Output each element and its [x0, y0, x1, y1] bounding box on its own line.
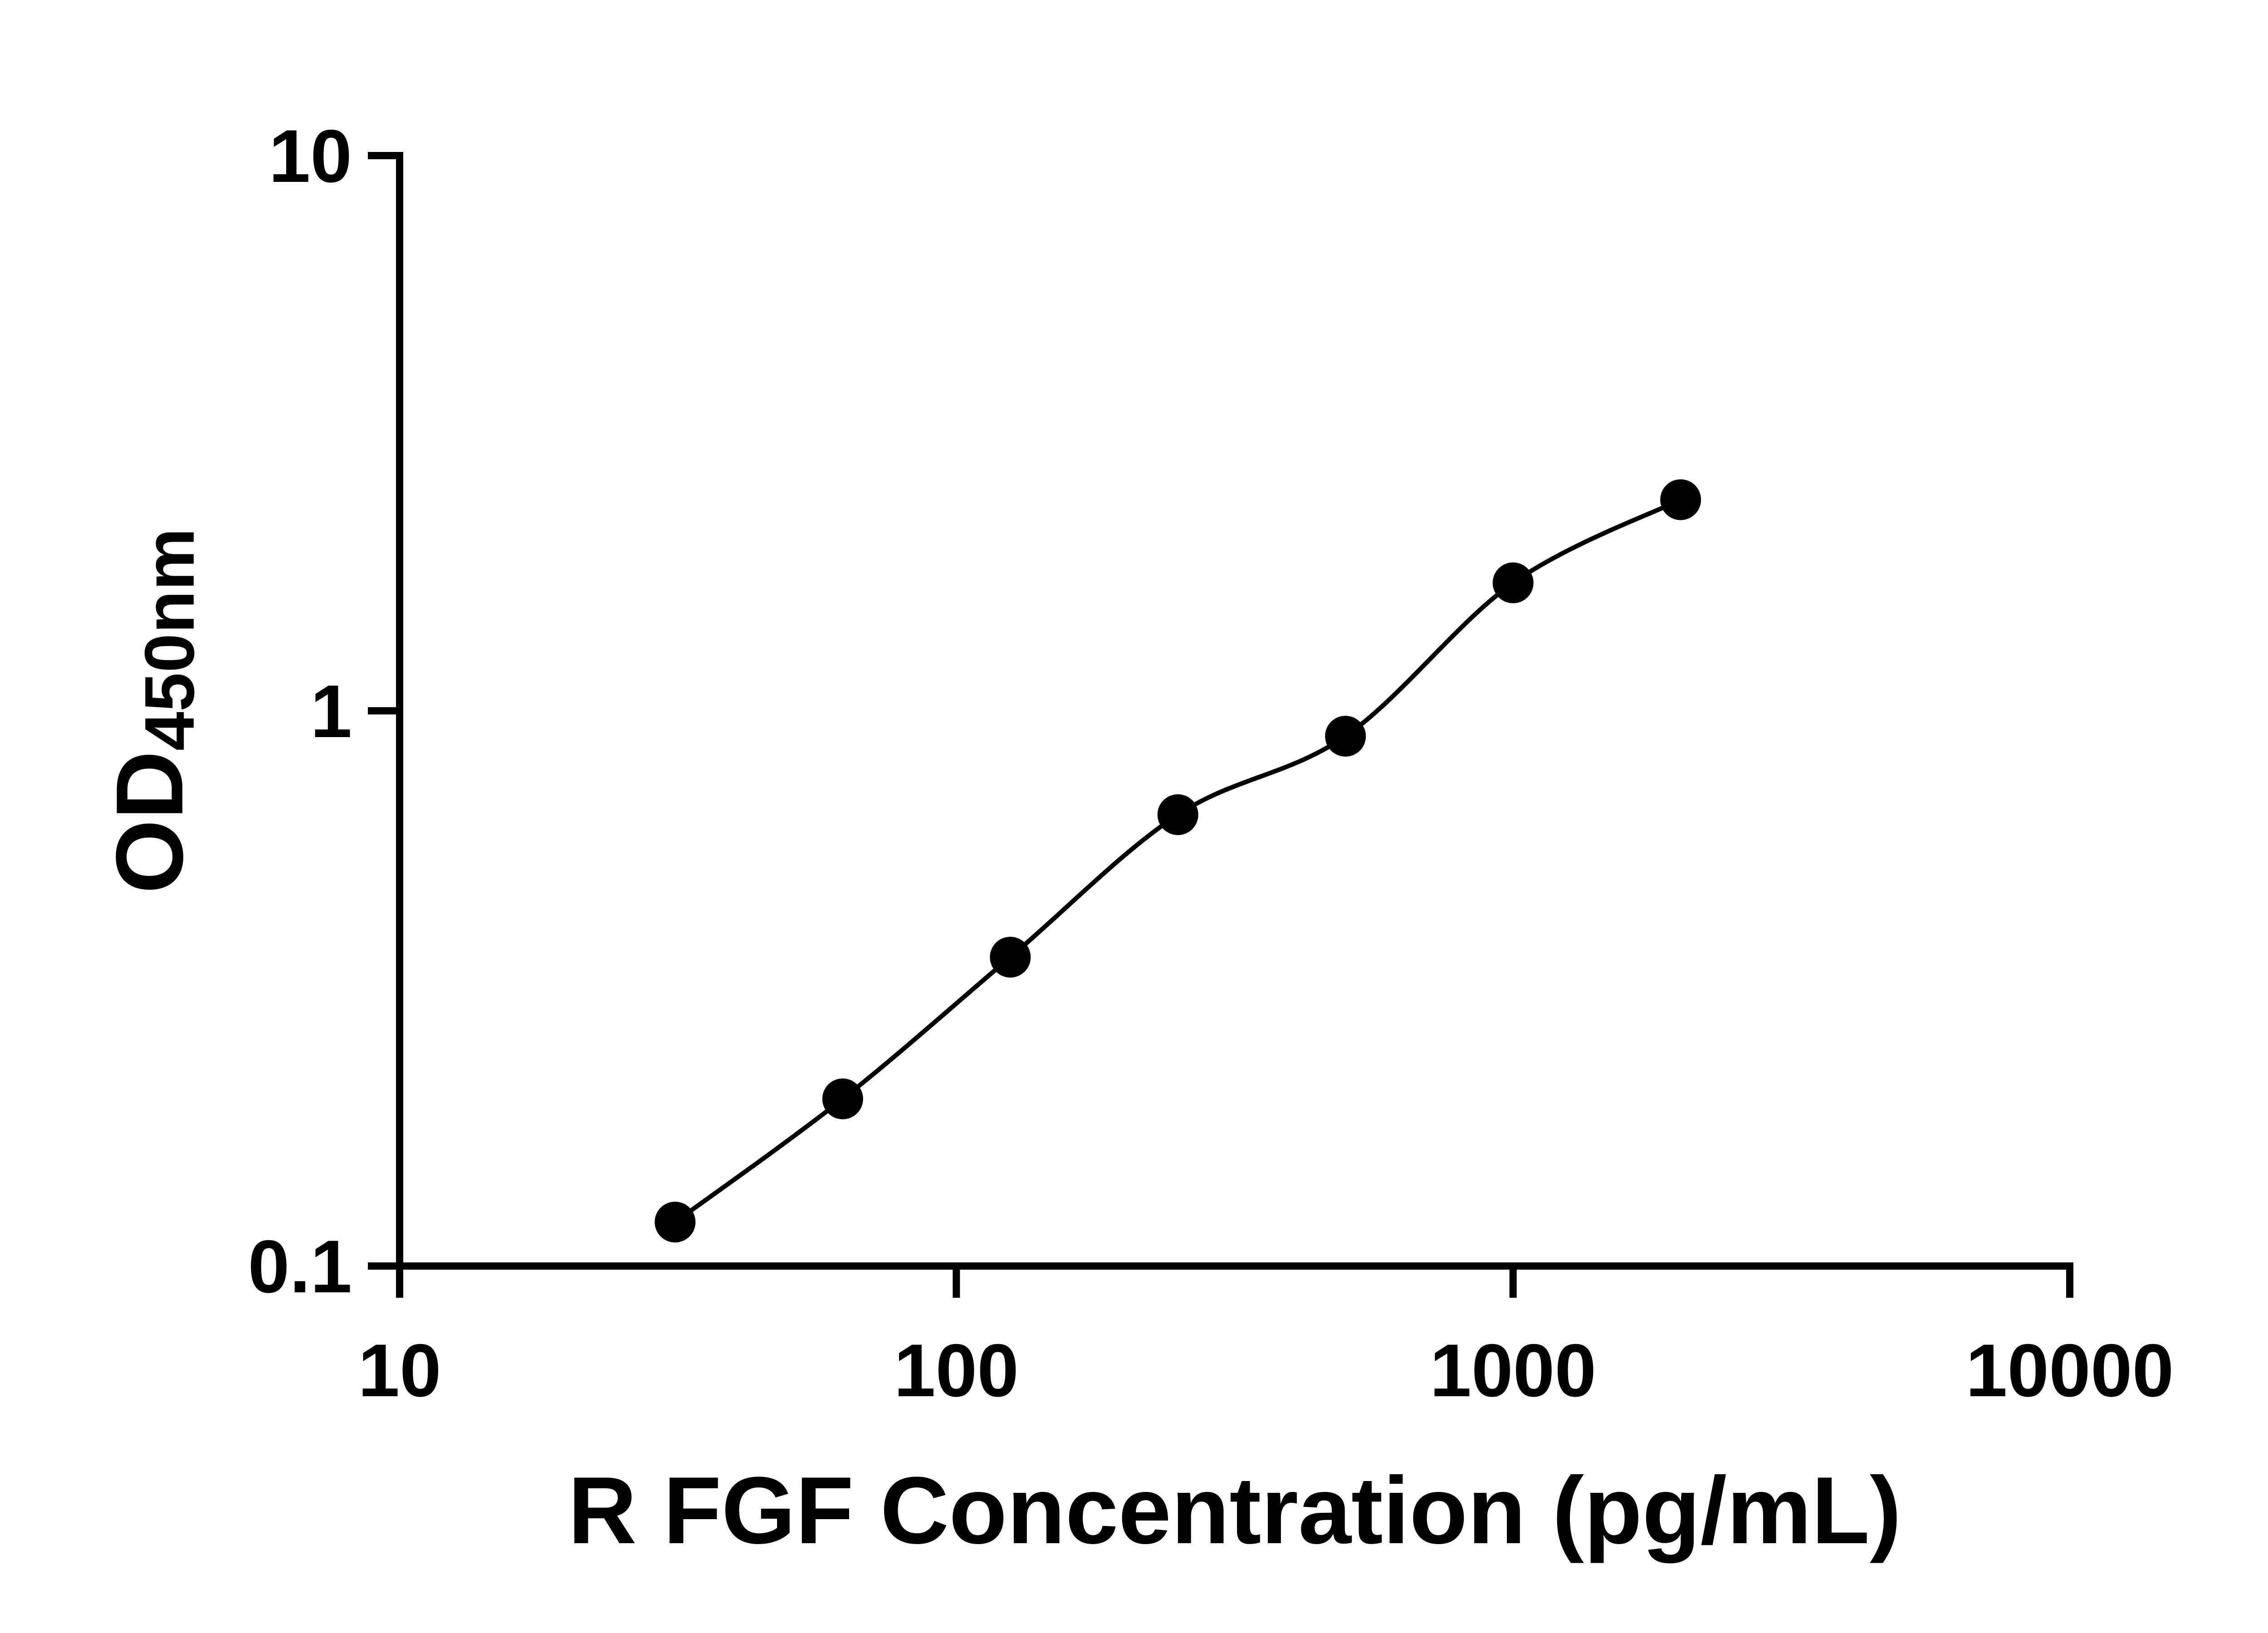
x-axis-title: R FGF Concentration (pg/mL)	[568, 1457, 1901, 1564]
data-point	[655, 1202, 696, 1243]
y-axis-label: OD	[96, 751, 203, 894]
y-axis-title: OD450nm	[96, 528, 209, 894]
data-point	[1492, 562, 1534, 603]
fit-curve	[674, 498, 1682, 1224]
data-point	[1325, 716, 1366, 757]
y-axis-label-subscript: 450nm	[130, 528, 209, 751]
x-tick-label: 100	[894, 1329, 1019, 1412]
y-tick-label: 1	[310, 670, 352, 753]
data-point	[1660, 479, 1701, 520]
y-tick-label: 10	[269, 114, 352, 198]
axes	[396, 152, 2073, 1270]
x-tick-label: 10	[358, 1329, 441, 1412]
x-tick-label: 10000	[1966, 1329, 2174, 1412]
data-point	[990, 937, 1031, 978]
y-tick-label: 0.1	[248, 1225, 352, 1308]
x-tick-label: 1000	[1430, 1329, 1596, 1412]
data-point	[1157, 794, 1198, 835]
data-point	[822, 1078, 863, 1120]
